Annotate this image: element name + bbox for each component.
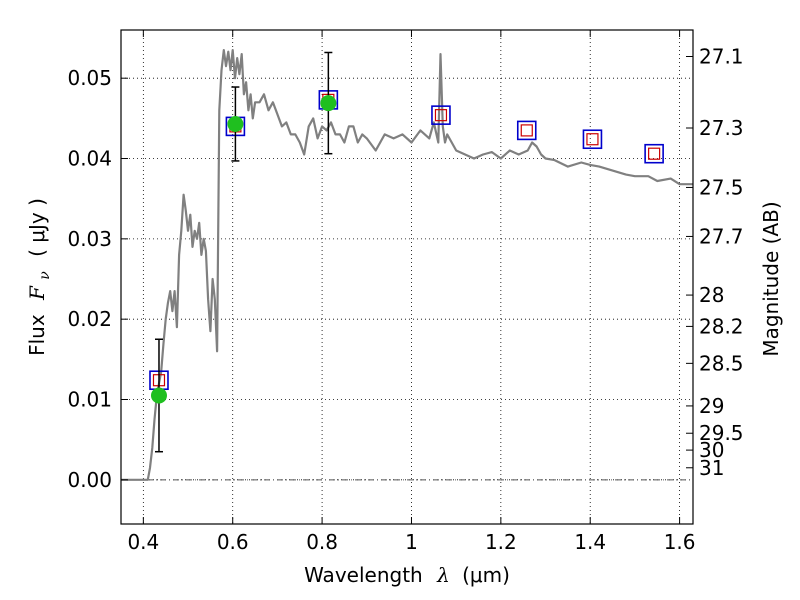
model-photometry-inner-square (434, 109, 448, 122)
y2-tick-label: 27.5 (699, 175, 744, 199)
model-photometry-square (644, 143, 664, 164)
model-photometry-inner-square (520, 124, 533, 137)
y2-tick-label: 27.7 (699, 224, 744, 248)
y-tick-label: 0.05 (67, 66, 112, 90)
observed-point (150, 387, 167, 404)
model-photometry-inner-square (648, 147, 661, 160)
model-photometry-inner-square (586, 133, 599, 146)
y-tick-label: 0.03 (67, 227, 112, 251)
y2-tick-label: 31 (699, 456, 724, 480)
x-tick-label: 0.6 (217, 530, 249, 554)
x-tick-label: 1.2 (485, 530, 517, 554)
y2-tick-label: 30 (699, 438, 724, 462)
model-photometry-square (431, 105, 451, 125)
x-tick-label: 0.8 (306, 530, 338, 554)
x-tick-label: 1.6 (664, 530, 696, 554)
y-tick-label: 0.02 (67, 307, 112, 331)
model-sed-line (121, 48, 693, 481)
y2-axis-label: Magnitude (AB) (759, 201, 783, 356)
markers (149, 51, 664, 453)
y2-tick-label: 28.5 (699, 351, 744, 375)
y-axis: 0.00 0.01 0.02 0.03 0.04 0.05 (67, 66, 128, 492)
observed-point (227, 115, 244, 132)
y2-tick-label: 28.2 (699, 314, 744, 338)
x-axis: 0.4 0.6 0.8 1 1.2 1.4 1.6 (127, 30, 696, 554)
model-sed-series (121, 48, 693, 481)
x-axis-label: Wavelength λ (μm) (304, 563, 510, 587)
y-tick-label: 0.04 (67, 147, 112, 171)
y2-tick-label: 28 (699, 283, 724, 307)
grid (121, 30, 693, 524)
y-axis-label: Flux F ν ( μJy ) (25, 198, 54, 356)
y-tick-label: 0.00 (67, 468, 112, 492)
y2-tick-label: 27.3 (699, 116, 744, 140)
y2-tick-label: 29 (699, 394, 724, 418)
model-photometry-square (582, 129, 603, 150)
x-tick-label: 0.4 (127, 530, 159, 554)
x-tick-label: 1.4 (574, 530, 606, 554)
observed-point (320, 95, 337, 112)
y2-tick-label: 27.1 (699, 45, 744, 69)
plot-frame (120, 29, 694, 525)
model-photometry-square (516, 120, 537, 141)
y-tick-label: 0.01 (67, 387, 112, 411)
y2-tick-label: 29.5 (699, 421, 744, 445)
x-tick-label: 1 (405, 530, 418, 554)
